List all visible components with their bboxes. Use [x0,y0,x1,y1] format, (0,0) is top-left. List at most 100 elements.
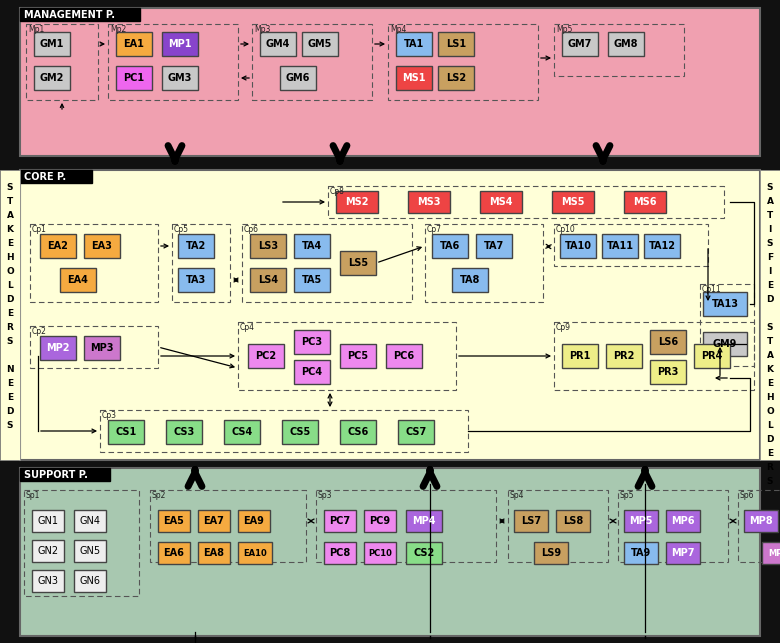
Text: GN5: GN5 [80,546,101,556]
FancyBboxPatch shape [178,234,214,258]
Text: MS6: MS6 [633,197,657,207]
Text: S: S [767,239,773,248]
Text: R: R [6,323,13,332]
Text: LS1: LS1 [446,39,466,49]
Text: TA4: TA4 [302,241,322,251]
FancyBboxPatch shape [340,344,376,368]
Text: S: S [767,183,773,192]
FancyBboxPatch shape [40,234,76,258]
Text: GM4: GM4 [266,39,290,49]
Text: TA1: TA1 [404,39,424,49]
Text: Cp11: Cp11 [702,285,722,294]
Text: PR1: PR1 [569,351,590,361]
Text: GN3: GN3 [37,576,58,586]
FancyBboxPatch shape [162,32,198,56]
Text: F: F [767,253,773,262]
FancyBboxPatch shape [280,66,316,90]
FancyBboxPatch shape [480,191,522,213]
Text: CS3: CS3 [173,427,195,437]
Text: I: I [768,267,771,276]
Text: Mp4: Mp4 [390,25,406,34]
Text: MP5: MP5 [629,516,653,526]
FancyBboxPatch shape [294,360,330,384]
FancyBboxPatch shape [250,268,286,292]
FancyBboxPatch shape [336,191,378,213]
FancyBboxPatch shape [20,8,760,156]
Text: PC9: PC9 [370,516,391,526]
FancyBboxPatch shape [694,344,730,368]
Text: GN6: GN6 [80,576,101,586]
Text: A: A [767,352,774,361]
FancyBboxPatch shape [562,344,598,368]
FancyBboxPatch shape [74,570,106,592]
Text: CS4: CS4 [232,427,253,437]
FancyBboxPatch shape [762,542,780,564]
Text: O: O [6,267,14,276]
Text: TA6: TA6 [440,241,460,251]
FancyBboxPatch shape [238,542,272,564]
Text: H: H [6,253,14,262]
Text: T: T [767,212,773,221]
FancyBboxPatch shape [624,510,658,532]
Text: R: R [767,464,774,473]
Text: EA10: EA10 [243,548,267,557]
FancyBboxPatch shape [396,66,432,90]
Text: TA7: TA7 [484,241,504,251]
Text: MS2: MS2 [346,197,369,207]
FancyBboxPatch shape [602,234,638,258]
FancyBboxPatch shape [32,570,64,592]
Text: MP7: MP7 [672,548,695,558]
FancyBboxPatch shape [644,234,680,258]
Text: Sp2: Sp2 [152,491,166,500]
Text: TA8: TA8 [460,275,480,285]
Text: GM1: GM1 [40,39,64,49]
Text: PC8: PC8 [329,548,351,558]
FancyBboxPatch shape [60,268,96,292]
Text: TA10: TA10 [565,241,591,251]
Text: EA2: EA2 [48,241,69,251]
Text: LS2: LS2 [446,73,466,83]
FancyBboxPatch shape [624,191,666,213]
Text: GM7: GM7 [568,39,592,49]
Text: GM5: GM5 [308,39,332,49]
Text: EA9: EA9 [243,516,264,526]
Text: TA11: TA11 [607,241,633,251]
Text: MP3: MP3 [90,343,114,353]
Text: T: T [7,197,13,206]
Text: EA4: EA4 [68,275,88,285]
Text: CS6: CS6 [347,427,369,437]
Text: E: E [767,449,773,458]
Text: Sp5: Sp5 [620,491,634,500]
FancyBboxPatch shape [198,510,230,532]
FancyBboxPatch shape [364,542,396,564]
Text: GM6: GM6 [285,73,310,83]
Text: Cp4: Cp4 [240,323,255,332]
FancyBboxPatch shape [398,420,434,444]
Text: GM2: GM2 [40,73,64,83]
FancyBboxPatch shape [224,420,260,444]
FancyBboxPatch shape [116,32,152,56]
FancyBboxPatch shape [452,268,488,292]
FancyBboxPatch shape [162,66,198,90]
Text: GM8: GM8 [614,39,638,49]
FancyBboxPatch shape [84,234,120,258]
Text: I: I [768,226,771,235]
FancyBboxPatch shape [294,234,330,258]
Text: Sp6: Sp6 [740,491,754,500]
Text: PR4: PR4 [701,351,723,361]
Text: MP4: MP4 [413,516,436,526]
Text: TA12: TA12 [648,241,675,251]
FancyBboxPatch shape [248,344,284,368]
Text: LS7: LS7 [521,516,541,526]
FancyBboxPatch shape [178,268,214,292]
Text: EA8: EA8 [204,548,225,558]
Text: TA9: TA9 [631,548,651,558]
FancyBboxPatch shape [562,32,598,56]
FancyBboxPatch shape [84,336,120,360]
Text: Mp5: Mp5 [556,25,573,34]
Text: D: D [6,408,14,417]
FancyBboxPatch shape [34,66,70,90]
FancyBboxPatch shape [116,66,152,90]
Text: E: E [7,309,13,318]
FancyBboxPatch shape [438,32,474,56]
